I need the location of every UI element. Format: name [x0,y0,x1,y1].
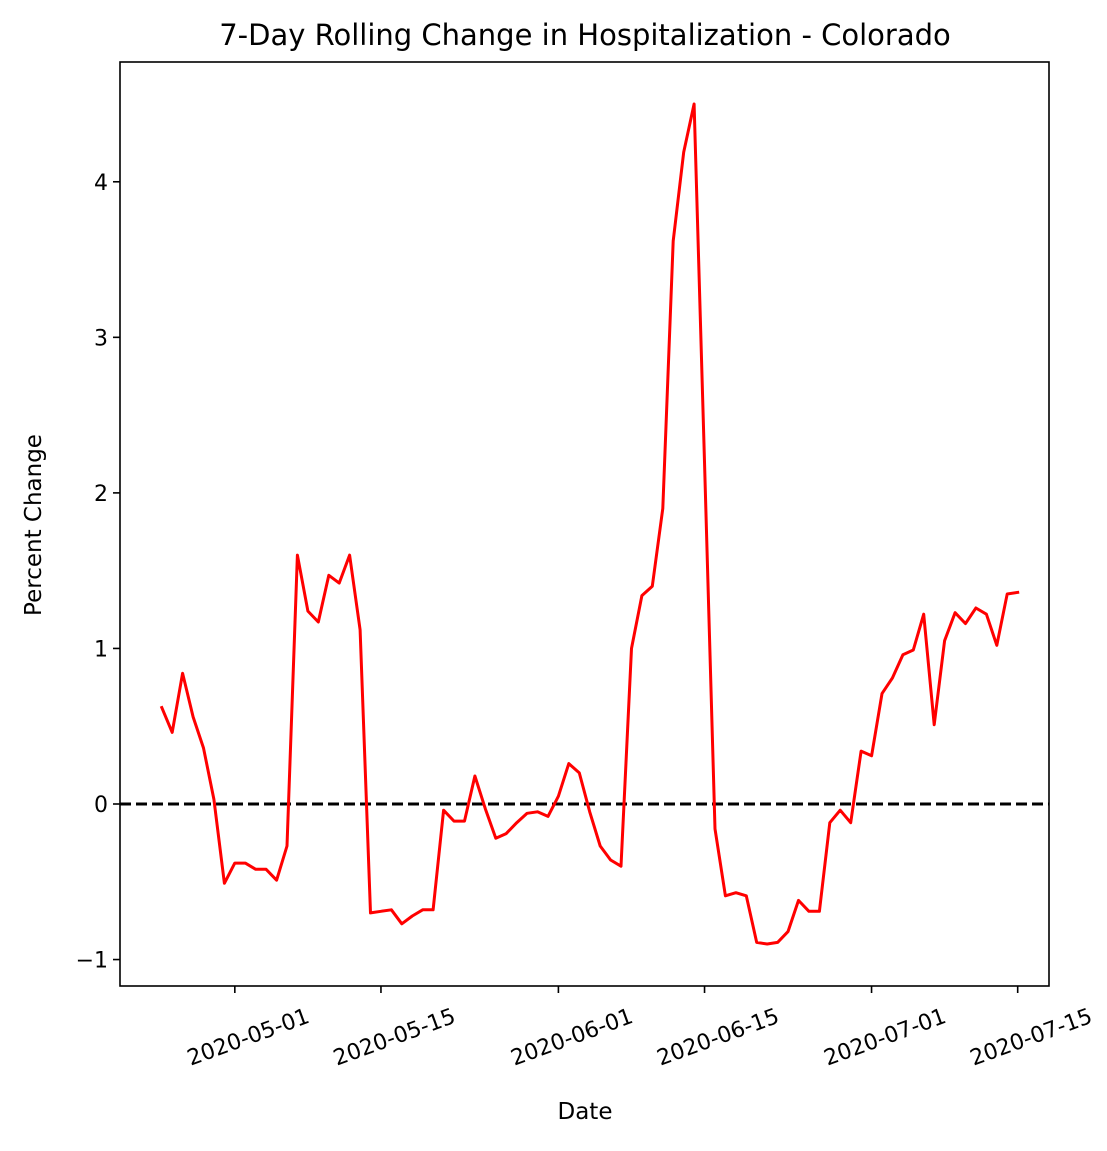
data-point [776,941,779,944]
data-point [662,507,665,510]
data-point [1006,593,1009,596]
data-point [192,716,195,719]
y-tick-label: 3 [94,326,108,351]
data-point [693,103,696,106]
plot-area-frame [119,61,1050,987]
chart-title: 7-Day Rolling Change in Hospitalization … [219,18,951,52]
data-point [317,621,320,624]
data-point [380,910,383,913]
data-point [369,912,372,915]
data-point [296,554,299,557]
data-point [724,895,727,898]
data-point [390,909,393,912]
data-point [954,611,957,614]
data-point [495,837,498,840]
data-point [547,815,550,818]
data-point [588,811,591,814]
data-point [254,868,257,871]
data-point [526,812,529,815]
data-point [682,151,685,154]
data-point [902,653,905,656]
data-point [849,821,852,824]
data-point [881,692,884,695]
data-point [672,240,675,243]
data-point [714,828,717,831]
data-point [870,755,873,758]
data-point [536,811,539,814]
data-point [223,882,226,885]
data-point [964,622,967,625]
y-axis-label: Percent Change [21,434,47,616]
data-point [975,607,978,610]
data-point [484,807,487,810]
data-point [557,795,560,798]
data-point [860,750,863,753]
data-point [442,809,445,812]
data-point [234,862,237,865]
y-tick-label: −1 [76,949,108,974]
data-point [421,909,424,912]
data-point [755,941,758,944]
y-axis: −1 0 1 2 3 4 [76,171,120,974]
y-tick-label: 0 [94,793,108,818]
data-point [891,677,894,680]
data-point [474,775,477,778]
series-layer [159,102,1020,946]
data-point [213,798,216,801]
data-point [171,731,174,734]
data-point [244,862,247,865]
data-point [348,554,351,557]
y-tick-label: 4 [94,171,108,196]
data-point [787,930,790,933]
data-point [359,629,362,632]
data-point [703,461,706,464]
data-point [338,582,341,585]
data-point [745,895,748,898]
data-point [818,910,821,913]
data-point [275,879,278,882]
data-point [432,909,435,912]
data-point [933,723,936,726]
data-point [829,821,832,824]
data-point [912,649,915,652]
data-point [1016,591,1019,594]
data-point [307,610,310,613]
data-point [641,594,644,597]
data-point [411,915,414,918]
data-point [181,672,184,675]
data-point [265,868,268,871]
data-point [328,574,331,577]
data-point [766,943,769,946]
data-point [630,647,633,650]
data-point [463,820,466,823]
data-point [735,891,738,894]
data-point [505,832,508,835]
data-point [599,845,602,848]
data-point [996,644,999,647]
data-point [797,899,800,902]
data-point [401,923,404,926]
data-point [985,613,988,616]
data-point [839,809,842,812]
data-point [620,865,623,868]
y-tick-label: 1 [94,637,108,662]
data-point [161,706,164,709]
data-point [922,613,925,616]
y-tick-label: 2 [94,482,108,507]
series-line [159,102,1020,946]
data-point [568,762,571,765]
data-point [453,820,456,823]
x-axis-label: Date [558,1099,613,1125]
data-point [651,585,654,588]
data-point [808,910,811,913]
data-point [515,821,518,824]
data-point [202,747,205,750]
data-point [943,639,946,642]
data-point [286,845,289,848]
data-point [578,772,581,775]
data-point [609,859,612,862]
